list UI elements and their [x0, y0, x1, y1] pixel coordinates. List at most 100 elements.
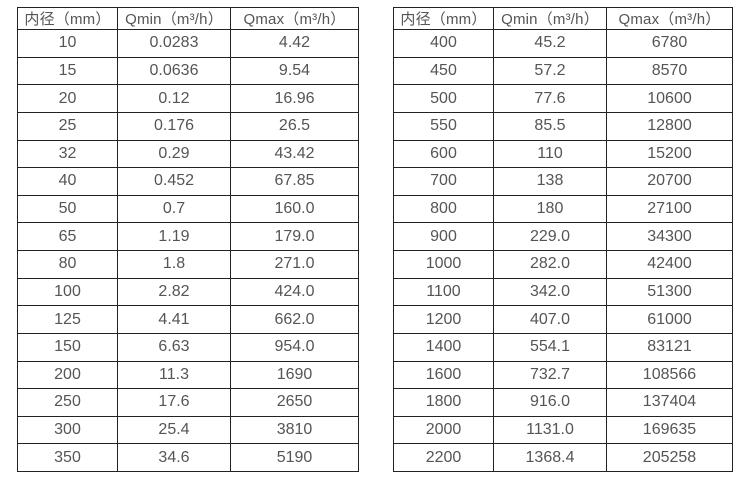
table-cell: 8570	[606, 56, 733, 86]
table-cell: 80	[17, 250, 118, 279]
table-cell: 400	[393, 29, 494, 58]
table-cell: 10600	[606, 84, 733, 113]
table-row: 2200 1368.4 205258	[393, 443, 733, 472]
table-cell: 65	[17, 222, 118, 251]
table-row: 500 77.6 10600	[393, 84, 733, 113]
column-header-qmax: Qmax（m³/h）	[606, 7, 733, 30]
column-header-qmin: Qmin（m³/h）	[493, 7, 607, 30]
table-row: 32 0.29 43.42	[17, 139, 359, 169]
table-cell: 1.8	[117, 250, 231, 279]
table-cell: 732.7	[493, 360, 607, 390]
table-cell: 137404	[606, 388, 733, 417]
table-cell: 0.29	[117, 139, 231, 169]
table-cell: 205258	[606, 443, 733, 472]
table-cell: 125	[17, 305, 118, 334]
table-cell: 9.54	[230, 56, 359, 86]
table-cell: 900	[393, 222, 494, 251]
table-cell: 17.6	[117, 388, 231, 417]
table-cell: 916.0	[493, 388, 607, 417]
table-row: 250 17.6 2650	[17, 388, 359, 417]
table-cell: 57.2	[493, 56, 607, 86]
table-row: 50 0.7 160.0	[17, 194, 359, 224]
table-cell: 271.0	[230, 250, 359, 279]
table-cell: 1.19	[117, 222, 231, 251]
table-row: 1100 342.0 51300	[393, 277, 733, 307]
table-body: 10 0.0283 4.42 15 0.0636 9.54 20 0.12 16.96 25 0.1…	[17, 29, 359, 472]
table-row: 1000 282.0 42400	[393, 250, 733, 279]
table-row: 900 229.0 34300	[393, 222, 733, 251]
table-cell: 1200	[393, 305, 494, 334]
table-cell: 1368.4	[493, 443, 607, 472]
table-cell: 138	[493, 167, 607, 196]
table-cell: 1000	[393, 250, 494, 279]
table-cell: 15200	[606, 139, 733, 169]
table-cell: 200	[17, 360, 118, 390]
table-row: 1600 732.7 108566	[393, 360, 733, 390]
table-body: 400 45.2 6780 450 57.2 8570 500 77.6 10600 550 85.…	[393, 29, 733, 472]
table-cell: 10	[17, 29, 118, 58]
table-cell: 51300	[606, 277, 733, 307]
table-cell: 954.0	[230, 332, 359, 362]
table-row: 400 45.2 6780	[393, 29, 733, 58]
table-row: 1200 407.0 61000	[393, 305, 733, 334]
table-cell: 77.6	[493, 84, 607, 113]
column-header-diameter: 内径（mm）	[393, 7, 494, 30]
table-cell: 26.5	[230, 111, 359, 141]
table-cell: 1131.0	[493, 415, 607, 445]
table-cell: 45.2	[493, 29, 607, 58]
table-cell: 300	[17, 415, 118, 445]
table-cell: 6.63	[117, 332, 231, 362]
table-cell: 1690	[230, 360, 359, 390]
table-cell: 700	[393, 167, 494, 196]
table-cell: 550	[393, 111, 494, 141]
table-cell: 229.0	[493, 222, 607, 251]
table-cell: 424.0	[230, 277, 359, 307]
table-row: 700 138 20700	[393, 167, 733, 196]
table-cell: 2650	[230, 388, 359, 417]
table-cell: 1100	[393, 277, 494, 307]
column-header-qmin: Qmin（m³/h）	[117, 7, 231, 30]
table-cell: 2.82	[117, 277, 231, 307]
table-row: 600 110 15200	[393, 139, 733, 169]
table-cell: 4.41	[117, 305, 231, 334]
table-cell: 0.176	[117, 111, 231, 141]
table-cell: 2000	[393, 415, 494, 445]
table-cell: 42400	[606, 250, 733, 279]
table-row: 100 2.82 424.0	[17, 277, 359, 307]
table-cell: 500	[393, 84, 494, 113]
table-cell: 250	[17, 388, 118, 417]
table-cell: 169635	[606, 415, 733, 445]
table-cell: 27100	[606, 194, 733, 224]
table-cell: 0.0636	[117, 56, 231, 86]
table-cell: 34300	[606, 222, 733, 251]
table-cell: 43.42	[230, 139, 359, 169]
table-cell: 15	[17, 56, 118, 86]
table-cell: 50	[17, 194, 118, 224]
table-cell: 554.1	[493, 332, 607, 362]
table-cell: 160.0	[230, 194, 359, 224]
table-row: 1400 554.1 83121	[393, 332, 733, 362]
table-cell: 150	[17, 332, 118, 362]
table-row: 25 0.176 26.5	[17, 111, 359, 141]
table-cell: 180	[493, 194, 607, 224]
table-cell: 25	[17, 111, 118, 141]
table-cell: 450	[393, 56, 494, 86]
table-row: 10 0.0283 4.42	[17, 29, 359, 58]
table-cell: 5190	[230, 443, 359, 472]
table-cell: 1600	[393, 360, 494, 390]
table-row: 80 1.8 271.0	[17, 250, 359, 279]
table-cell: 342.0	[493, 277, 607, 307]
table-row: 1800 916.0 137404	[393, 388, 733, 417]
table-row: 20 0.12 16.96	[17, 84, 359, 113]
table-row: 15 0.0636 9.54	[17, 56, 359, 86]
table-cell: 282.0	[493, 250, 607, 279]
spec-table-large-diameters: 内径（mm） Qmin（m³/h） Qmax（m³/h） 400 45.2 6780…	[393, 7, 733, 472]
table-cell: 85.5	[493, 111, 607, 141]
table-cell: 662.0	[230, 305, 359, 334]
table-cell: 11.3	[117, 360, 231, 390]
table-row: 450 57.2 8570	[393, 56, 733, 86]
table-cell: 3810	[230, 415, 359, 445]
table-row: 150 6.63 954.0	[17, 332, 359, 362]
table-row: 125 4.41 662.0	[17, 305, 359, 334]
table-cell: 179.0	[230, 222, 359, 251]
